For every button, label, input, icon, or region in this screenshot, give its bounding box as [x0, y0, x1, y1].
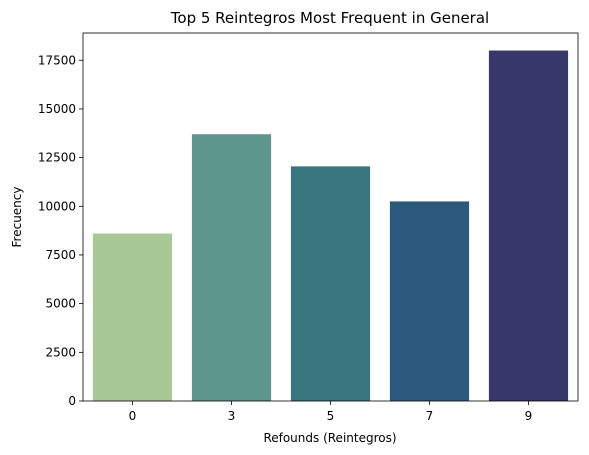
bar-3: [191, 134, 272, 402]
chart-title: Top 5 Reintegros Most Frequent in Genera…: [170, 9, 489, 27]
x-tick-label: 5: [327, 409, 335, 423]
bar-5: [290, 166, 371, 401]
y-tick-label: 7500: [45, 248, 76, 262]
y-axis-label: Frecuency: [10, 187, 24, 248]
x-tick-label: 9: [525, 409, 533, 423]
plot-frame: [82, 32, 579, 402]
y-tick-label: 17500: [38, 53, 76, 67]
bar-7: [389, 201, 470, 401]
y-axis-ticks: 0 2500 5000 7500 10000 12500 15000 17500: [38, 53, 83, 408]
y-tick-label: 0: [68, 394, 76, 408]
bar-9: [488, 50, 569, 402]
y-tick-label: 5000: [45, 297, 76, 311]
x-tick-label: 3: [228, 409, 236, 423]
y-tick-label: 10000: [38, 199, 76, 213]
y-tick-label: 2500: [45, 345, 76, 359]
x-tick-label: 0: [129, 409, 137, 423]
bars-group: [92, 50, 569, 402]
x-axis-label: Refounds (Reintegros): [263, 431, 396, 445]
bar-0: [92, 233, 173, 401]
x-axis-ticks: 0 3 5 7 9: [129, 401, 533, 423]
y-tick-label: 15000: [38, 102, 76, 116]
y-tick-label: 12500: [38, 151, 76, 165]
x-tick-label: 7: [426, 409, 434, 423]
